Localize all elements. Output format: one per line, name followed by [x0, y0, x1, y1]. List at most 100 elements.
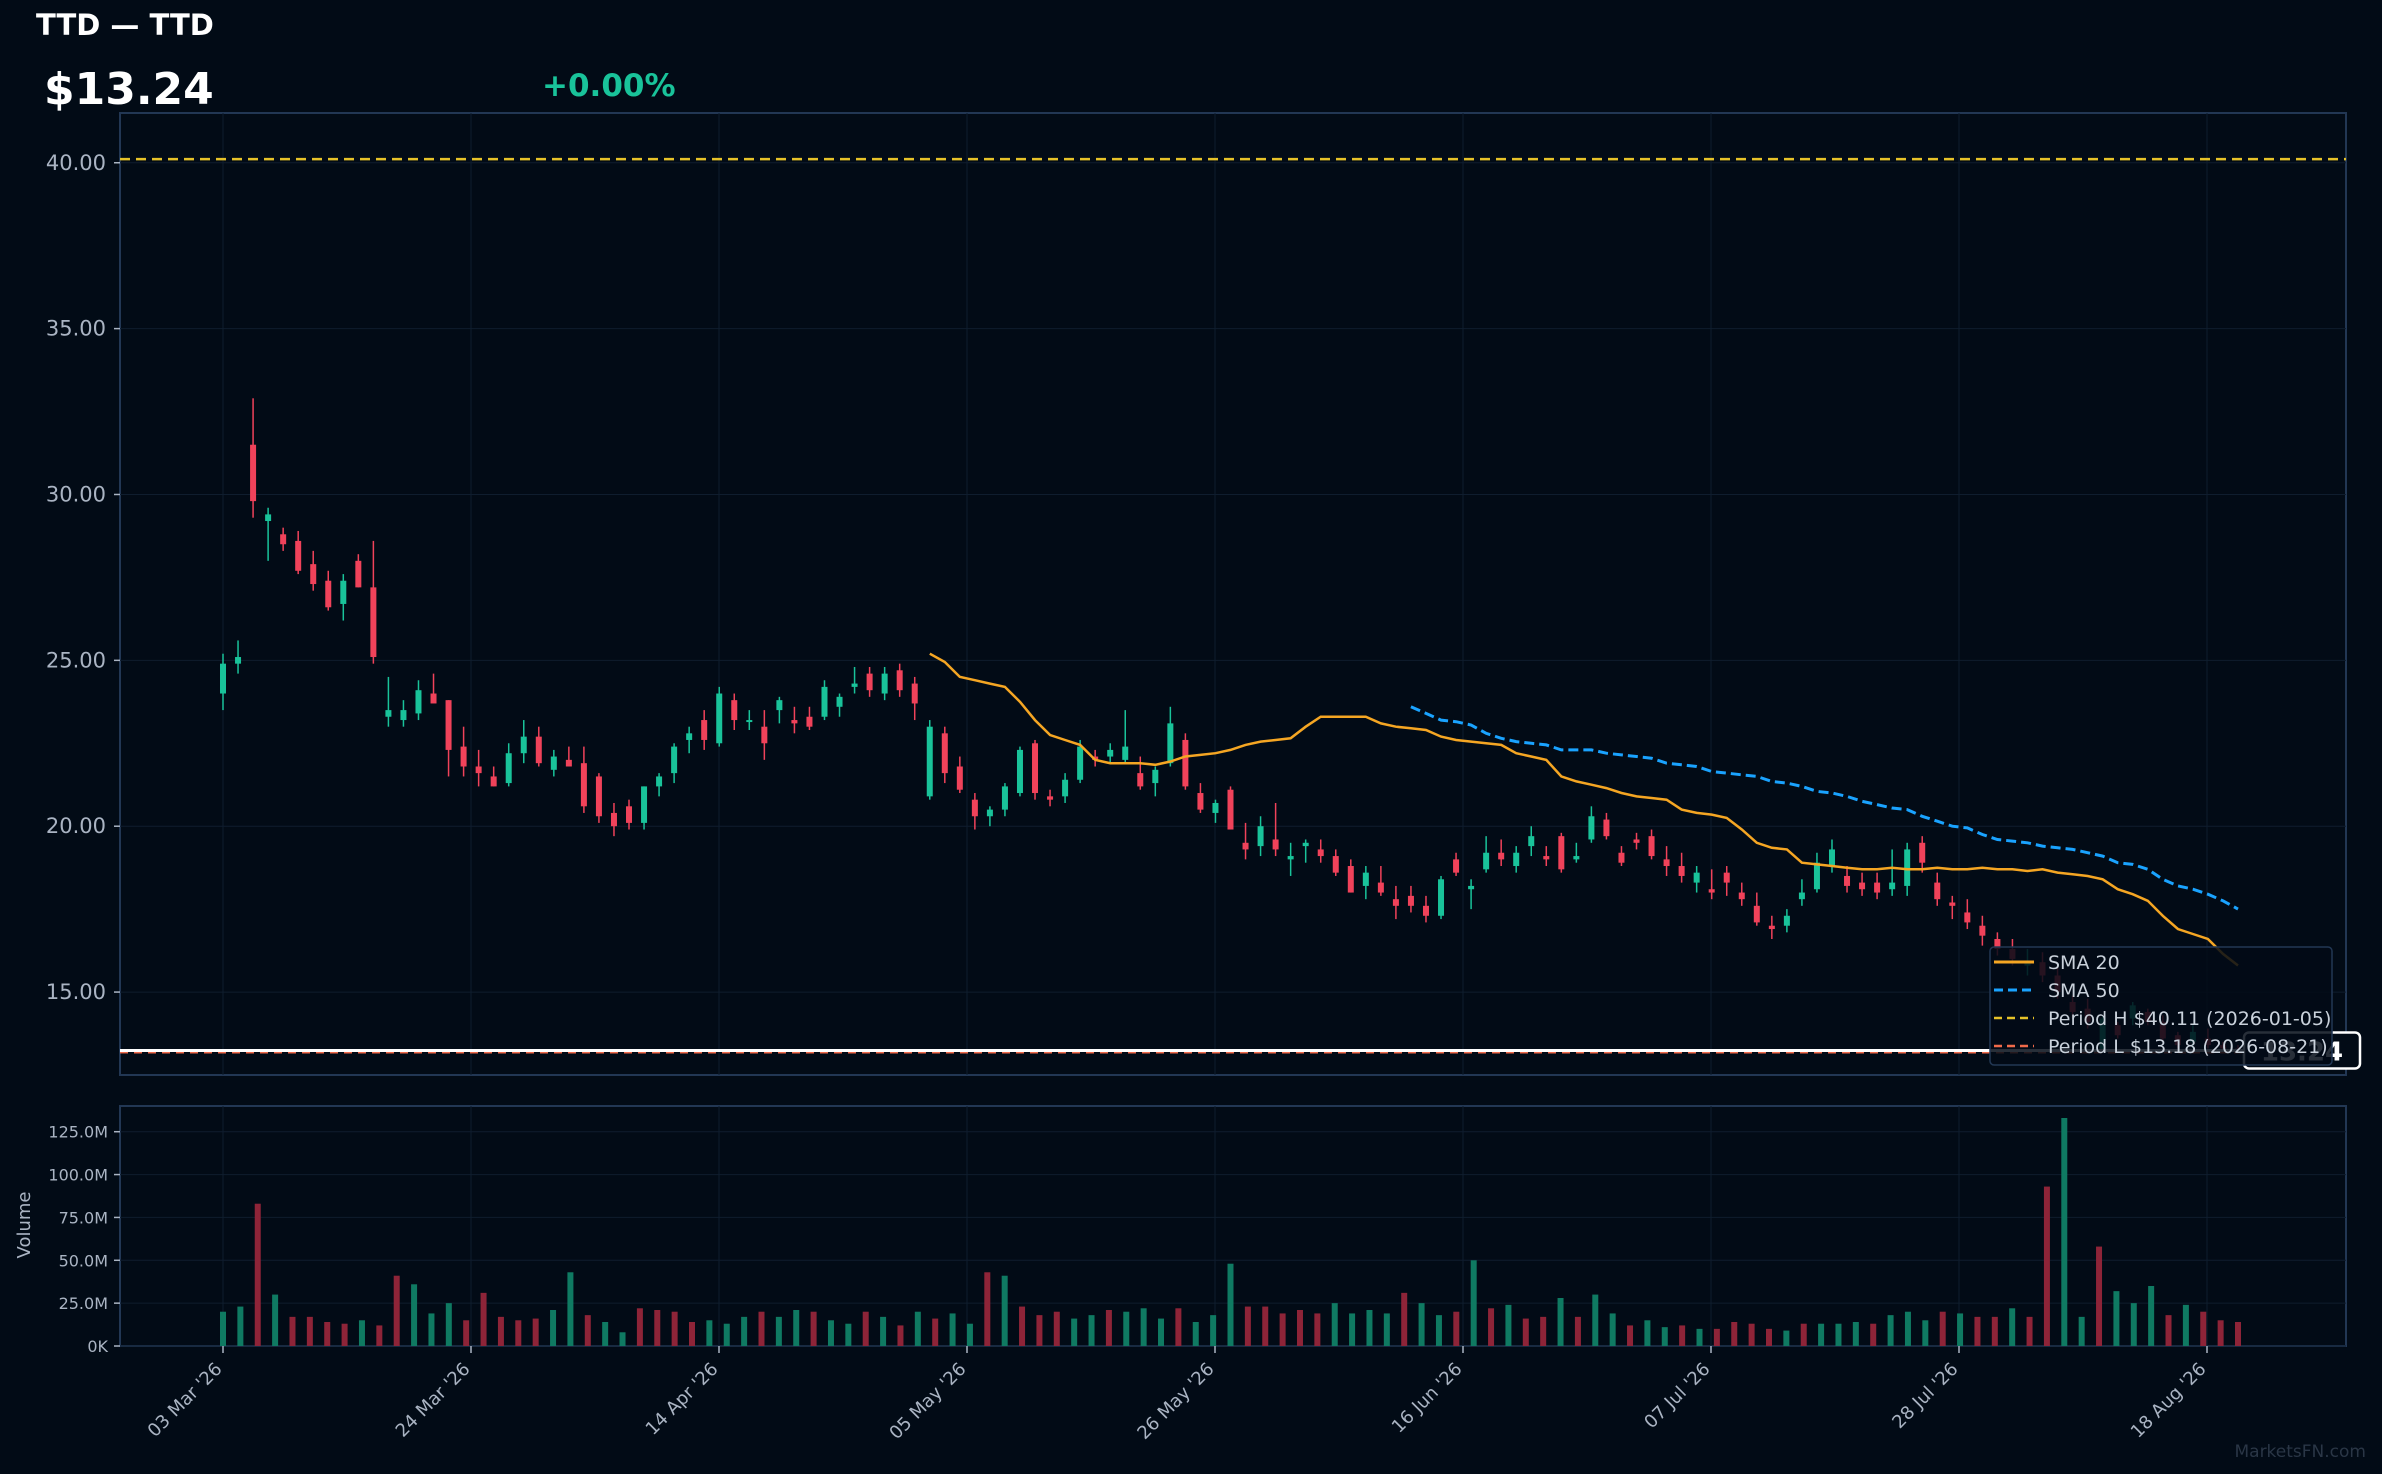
- candle-body: [1543, 856, 1550, 860]
- volume-bar: [1731, 1322, 1738, 1346]
- volume-bar: [2113, 1291, 2120, 1346]
- volume-bar: [2148, 1286, 2155, 1346]
- candle-body: [1618, 852, 1625, 863]
- volume-bar: [966, 1323, 973, 1346]
- volume-bar: [393, 1275, 400, 1346]
- candle: [310, 550, 317, 591]
- candle-body: [1844, 875, 1851, 886]
- candle-body: [1528, 836, 1535, 847]
- candle: [1828, 839, 1835, 873]
- candle-body: [520, 736, 527, 754]
- volume-bar: [775, 1316, 782, 1346]
- candle: [1377, 866, 1384, 896]
- legend-box: [1989, 946, 2333, 1066]
- volume-bar: [1227, 1263, 1234, 1346]
- volume-bar: [2043, 1186, 2050, 1346]
- candle: [235, 640, 242, 674]
- volume-bar: [723, 1323, 730, 1346]
- candle-body: [851, 683, 858, 687]
- candle: [1453, 852, 1460, 876]
- candle-body: [1768, 925, 1775, 930]
- volume-bar: [1296, 1310, 1303, 1346]
- candle-body: [686, 733, 693, 740]
- candle: [445, 700, 452, 777]
- candle: [385, 676, 392, 727]
- volume-bar: [1679, 1325, 1686, 1346]
- candle: [671, 743, 678, 784]
- candle: [1513, 846, 1520, 873]
- candle-body: [1377, 882, 1384, 893]
- date-tick-label: 18 Aug '26: [2127, 1359, 2211, 1443]
- price-axis: 15.00 20.00 25.00 30.00 35.00 40.00: [46, 151, 120, 1004]
- candle: [1693, 866, 1700, 893]
- candle-body: [430, 693, 437, 704]
- volume-bar: [2165, 1315, 2172, 1346]
- candle-body: [1723, 872, 1730, 883]
- candle: [1844, 866, 1851, 893]
- volume-bar: [1922, 1320, 1929, 1346]
- volume-bar: [1713, 1328, 1720, 1346]
- candle: [1302, 839, 1309, 863]
- volume-axis: 0K 25.0M 50.0M 75.0M 100.0M 125.0M: [48, 1123, 120, 1356]
- candle-body: [911, 683, 918, 704]
- candle-body: [1122, 746, 1129, 760]
- candle-body: [1272, 839, 1279, 850]
- candle: [490, 766, 497, 787]
- volume-bar: [1904, 1311, 1911, 1346]
- candle: [656, 773, 663, 797]
- candle-body: [836, 696, 843, 707]
- candle: [641, 786, 648, 830]
- candle-body: [1994, 938, 2001, 949]
- volume-bar: [1210, 1315, 1217, 1346]
- date-tick-label: 24 Mar '26: [392, 1359, 475, 1442]
- candle: [881, 666, 888, 701]
- candle-body: [1828, 849, 1835, 867]
- candle: [340, 574, 347, 621]
- candle-body: [1934, 882, 1941, 900]
- candle: [1392, 885, 1399, 920]
- candle: [1798, 879, 1805, 906]
- legend-entry: SMA 20: [2048, 952, 2120, 974]
- candle: [550, 749, 557, 777]
- candle-body: [1708, 889, 1715, 893]
- candle: [1588, 806, 1595, 843]
- volume-bar: [1175, 1308, 1182, 1346]
- volume-bar: [1401, 1292, 1408, 1346]
- volume-bar: [1887, 1315, 1894, 1346]
- volume-bar: [1540, 1316, 1547, 1346]
- price-tick-label: 20.00: [46, 814, 106, 838]
- legend-entry: SMA 50: [2048, 980, 2120, 1002]
- candle: [926, 720, 933, 800]
- candle: [220, 653, 226, 711]
- volume-bar: [2182, 1304, 2189, 1346]
- volume-bar: [1488, 1308, 1495, 1346]
- candle: [1332, 849, 1339, 876]
- date-tick-label: 07 Jul '26: [1640, 1359, 1714, 1433]
- volume-bar: [1123, 1311, 1130, 1346]
- volume-bar: [1609, 1313, 1616, 1346]
- candle: [1738, 882, 1745, 906]
- candle-body: [746, 720, 753, 723]
- candle: [1618, 846, 1625, 867]
- volume-bar: [636, 1308, 643, 1346]
- candle-body: [776, 700, 783, 711]
- candle: [1663, 846, 1670, 876]
- candle-body: [731, 700, 738, 721]
- candle: [505, 743, 512, 787]
- candle-body: [1362, 872, 1369, 886]
- volume-bar: [2130, 1303, 2137, 1346]
- volume-tick-label: 75.0M: [59, 1208, 108, 1227]
- candle: [1032, 739, 1039, 800]
- candle-body: [1678, 866, 1685, 876]
- candle: [866, 666, 873, 697]
- candle: [956, 756, 963, 794]
- candle-body: [370, 587, 377, 658]
- candle: [1407, 885, 1414, 913]
- candle: [701, 710, 708, 750]
- volume-bar: [897, 1325, 904, 1346]
- candle-body: [235, 657, 242, 664]
- volume-bar: [1036, 1315, 1043, 1346]
- volume-bar: [1661, 1327, 1668, 1346]
- candle: [776, 696, 783, 724]
- volume-bar: [862, 1311, 869, 1346]
